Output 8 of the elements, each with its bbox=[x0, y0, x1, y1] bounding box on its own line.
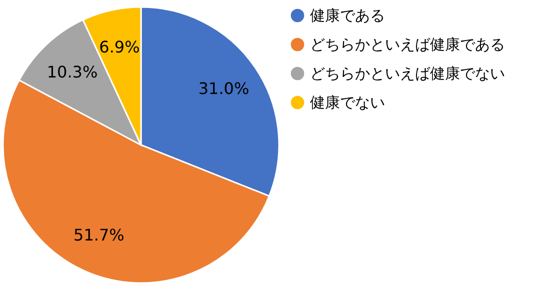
data-label: 31.0% bbox=[198, 78, 250, 98]
legend-label: どちらかといえば健康でない bbox=[310, 64, 505, 82]
legend-label: どちらかといえば健康である bbox=[310, 36, 505, 54]
legend-label: 健康でない bbox=[310, 94, 385, 112]
data-label: 10.3% bbox=[46, 62, 98, 82]
data-label: 6.9% bbox=[99, 37, 140, 56]
legend-label: 健康である bbox=[310, 6, 385, 24]
data-label: 51.7% bbox=[74, 226, 124, 245]
